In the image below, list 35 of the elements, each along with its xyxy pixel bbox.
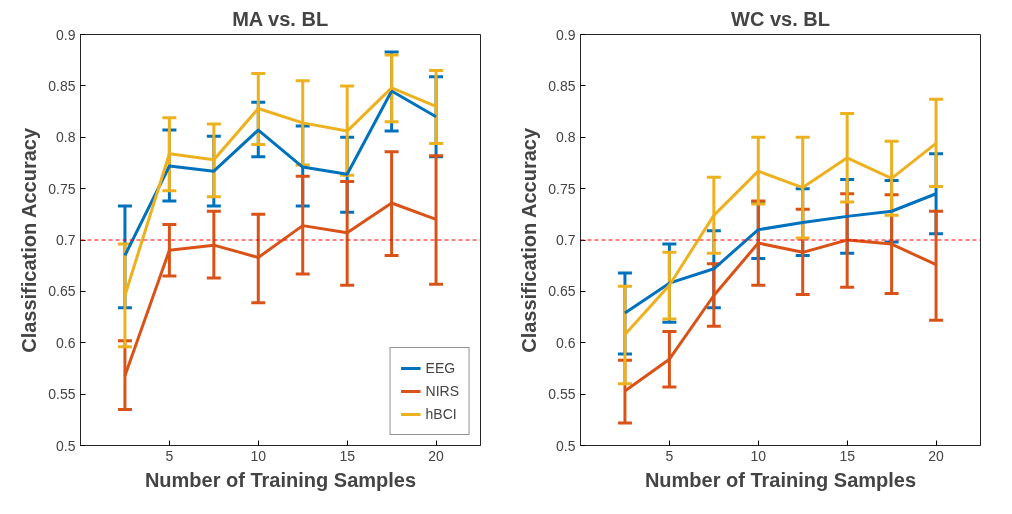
x-tick-label: 5 — [165, 447, 174, 464]
x-axis-title: Number of Training Samples — [144, 468, 417, 491]
y-tick-label: 0.65 — [48, 283, 76, 300]
x-tick-label: 5 — [665, 447, 674, 464]
y-tick-label: 0.55 — [48, 386, 76, 403]
y-axis-title: Classification Accuracy — [18, 127, 41, 353]
x-axis-title: Number of Training Samples — [644, 468, 917, 491]
y-tick-label: 0.5 — [56, 437, 76, 454]
y-tick-label: 0.65 — [548, 283, 576, 300]
x-tick-label: 15 — [839, 447, 856, 464]
y-tick-label: 0.85 — [48, 77, 76, 94]
y-tick-label: 0.7 — [556, 232, 576, 248]
y-tick-label: 0.8 — [556, 129, 576, 146]
y-tick-label: 0.9 — [56, 26, 76, 43]
y-tick-label: 0.75 — [48, 180, 76, 197]
y-tick-label: 0.6 — [56, 334, 76, 351]
y-tick-label: 0.55 — [548, 386, 576, 403]
x-tick-label: 15 — [339, 447, 356, 464]
legend-label: NIRS — [425, 383, 459, 399]
chart-title: MA vs. BL — [232, 7, 329, 30]
y-tick-label: 0.9 — [556, 26, 576, 43]
x-tick-label: 10 — [750, 447, 767, 464]
chart-title: WC vs. BL — [731, 7, 830, 30]
y-tick-label: 0.6 — [556, 334, 576, 351]
x-tick-label: 20 — [428, 447, 445, 464]
x-tick-label: 10 — [250, 447, 267, 464]
y-tick-label: 0.8 — [56, 129, 76, 146]
y-axis-title: Classification Accuracy — [518, 127, 541, 353]
y-tick-label: 0.85 — [548, 77, 576, 94]
legend-label: hBCI — [425, 406, 457, 422]
legend-label: EEG — [425, 360, 456, 376]
x-tick-label: 20 — [928, 447, 945, 464]
y-tick-label: 0.5 — [556, 437, 576, 454]
y-tick-label: 0.75 — [548, 180, 576, 197]
y-tick-label: 0.7 — [56, 232, 76, 248]
